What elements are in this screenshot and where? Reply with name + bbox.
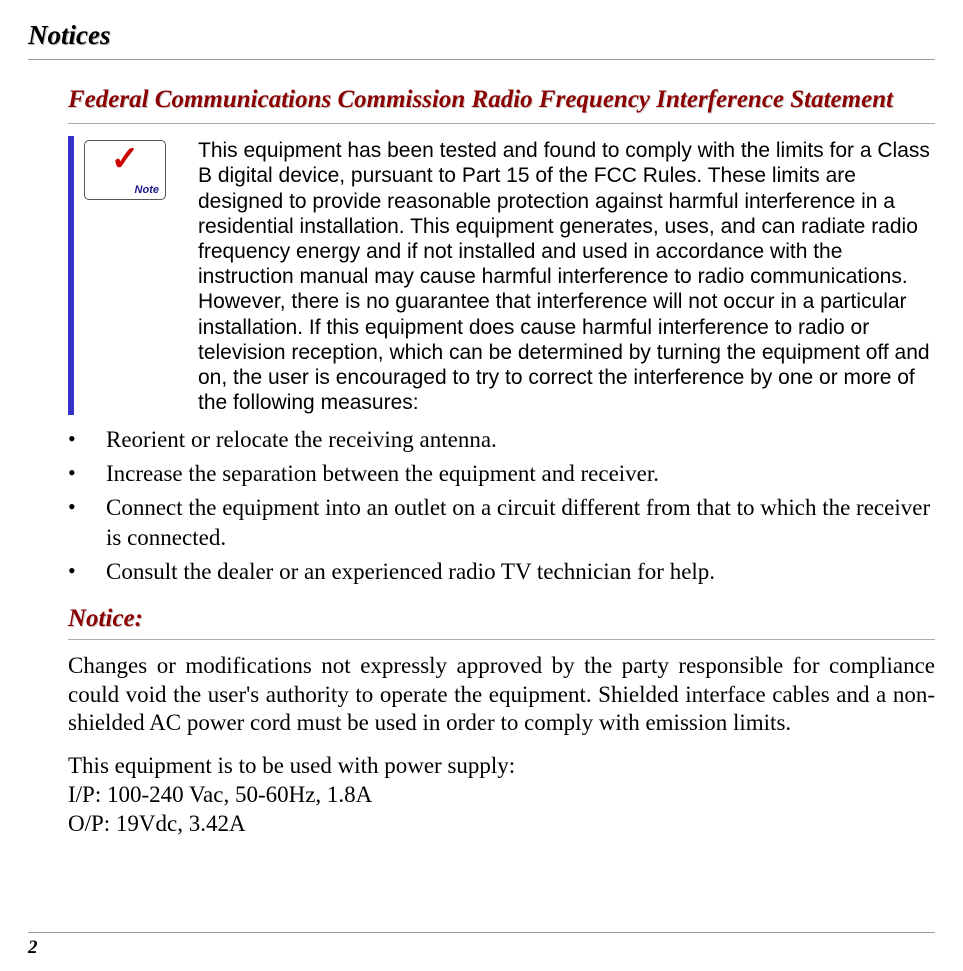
power-intro: This equipment is to be used with power … [68, 752, 935, 781]
page-footer: 2 [28, 932, 935, 959]
power-input-spec: I/P: 100-240 Vac, 50-60Hz, 1.8A [68, 781, 935, 810]
page-number: 2 [28, 937, 38, 958]
subsection-title-notice: Notice: [68, 605, 935, 633]
checkmark-icon: ✓ [111, 145, 140, 176]
page-title: Notices [28, 20, 935, 60]
divider [68, 123, 935, 124]
power-output-spec: O/P: 19Vdc, 3.42A [68, 810, 935, 839]
divider [68, 639, 935, 640]
list-item: Connect the equipment into an outlet on … [68, 493, 935, 553]
note-block: ✓ Note This equipment has been tested an… [68, 136, 935, 415]
list-item: Consult the dealer or an experienced rad… [68, 557, 935, 587]
note-icon-label: Note [135, 184, 159, 196]
content-region: Federal Communications Commission Radio … [28, 84, 935, 838]
section-title-fcc: Federal Communications Commission Radio … [68, 84, 935, 115]
measures-list: Reorient or relocate the receiving anten… [68, 425, 935, 586]
notice-body: Changes or modifications not expressly a… [68, 652, 935, 738]
note-icon: ✓ Note [84, 140, 166, 200]
list-item: Reorient or relocate the receiving anten… [68, 425, 935, 455]
list-item: Increase the separation between the equi… [68, 459, 935, 489]
note-body-text: This equipment has been tested and found… [178, 136, 935, 415]
note-icon-container: ✓ Note [74, 136, 178, 415]
power-supply-block: This equipment is to be used with power … [68, 752, 935, 838]
